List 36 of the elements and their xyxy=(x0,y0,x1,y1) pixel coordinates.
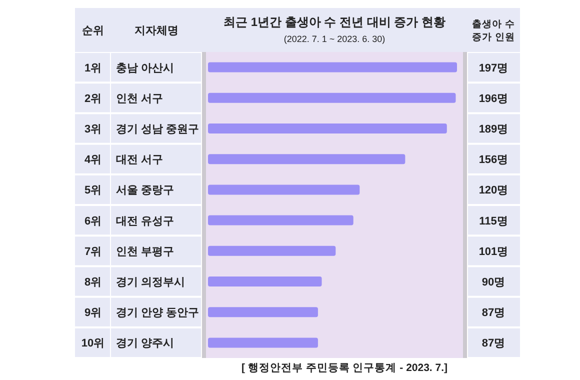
data-label: 87명 xyxy=(482,338,506,350)
data-label: 115명 xyxy=(479,215,508,228)
text: 출생아 수 증가 인원 xyxy=(472,19,515,43)
chart-subtitle: (2022. 7. 1 ~ 2023. 6. 30) xyxy=(284,34,386,44)
data-label: 189명 xyxy=(478,124,508,136)
text: 7위 xyxy=(84,246,102,258)
y-tick-label: 대전 서구 xyxy=(116,154,164,166)
text: [ 행정안전부 주민등록 인구통계 - 2023. 7.] xyxy=(241,362,448,374)
text: 10위 xyxy=(81,338,105,350)
data-label: 197명 xyxy=(478,62,508,74)
y-tick-label: 대전 유성구 xyxy=(116,215,174,228)
text: 8위 xyxy=(84,276,102,288)
data-label: 156명 xyxy=(478,154,508,166)
data-label: 101명 xyxy=(478,246,508,258)
text: 지자체명 xyxy=(134,25,178,37)
data-label: 196명 xyxy=(478,92,508,105)
text: 4위 xyxy=(84,154,102,166)
y-tick-label: 경기 안양 동안구 xyxy=(116,307,200,320)
data-label: 90명 xyxy=(482,276,506,288)
y-tick-label: 경기 의정부시 xyxy=(116,276,186,288)
y-tick-label: 경기 성남 중원구 xyxy=(116,124,200,136)
y-tick-label: 인천 부평구 xyxy=(116,246,174,258)
text: 순위 xyxy=(82,25,104,37)
y-tick-label: 충남 아산시 xyxy=(116,62,174,74)
data-label: 87명 xyxy=(482,307,506,320)
text: 6위 xyxy=(84,215,102,228)
y-tick-label: 인천 서구 xyxy=(116,92,164,105)
chart-title: 최근 1년간 출생아 수 전년 대비 증가 현황 xyxy=(223,15,446,29)
y-tick-label: 서울 중랑구 xyxy=(116,184,174,197)
text: 3위 xyxy=(84,124,102,136)
text: 1위 xyxy=(84,62,102,74)
text: 2위 xyxy=(84,92,102,105)
data-label: 120명 xyxy=(478,184,508,197)
text: 5위 xyxy=(84,184,102,197)
text: 9위 xyxy=(84,307,102,320)
y-tick-label: 경기 양주시 xyxy=(116,338,174,350)
